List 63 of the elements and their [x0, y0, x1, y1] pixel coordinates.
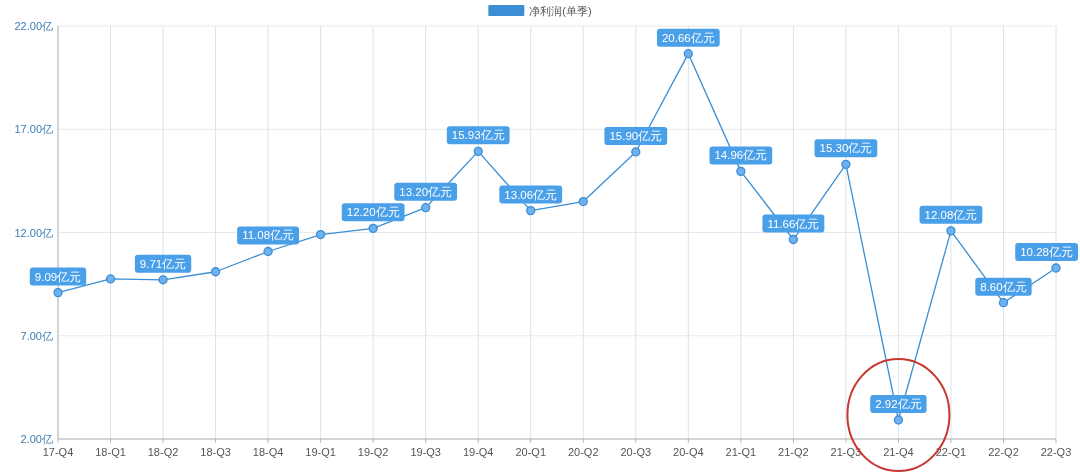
point	[315, 229, 326, 240]
x-tick-label: 22-Q3	[1040, 446, 1072, 458]
x-tick-label: 20-Q4	[673, 446, 704, 458]
x-tick-label: 19-Q2	[357, 446, 389, 458]
data-label: 12.20亿元	[346, 206, 400, 219]
y-tick-label: 12.00亿	[14, 226, 53, 239]
x-tick-label: 18-Q1	[95, 446, 126, 458]
x-tick-label: 18-Q4	[252, 446, 284, 458]
point	[631, 147, 641, 157]
data-label: 2.92亿元	[875, 398, 922, 410]
x-tick-label: 18-Q3	[200, 446, 231, 458]
x-tick-label: 22-Q1	[935, 446, 967, 458]
x-tick-label: 19-Q1	[305, 446, 336, 458]
data-label: 11.08亿元	[242, 229, 295, 242]
data-label: 20.66亿元	[661, 31, 715, 44]
y-tick-label: 22.00亿	[14, 20, 53, 32]
legend: 净利润(单季)	[488, 5, 592, 17]
x-tick-label: 19-Q3	[410, 446, 441, 458]
y-tick-label: 2.00亿	[20, 433, 53, 445]
x-tick-label: 20-Q3	[620, 446, 652, 458]
x-tick-label: 19-Q4	[462, 446, 494, 458]
point	[1051, 263, 1061, 273]
x-tick-label: 22-Q2	[988, 446, 1019, 458]
point	[998, 298, 1009, 308]
point	[210, 267, 221, 277]
legend-label: 净利润(单季)	[529, 5, 592, 17]
x-tick-label: 21-Q2	[778, 446, 809, 458]
data-label: 13.20亿元	[399, 185, 453, 198]
data-label: 9.71亿元	[139, 257, 187, 270]
data-label: 10.28亿元	[1020, 246, 1073, 259]
point	[736, 166, 746, 177]
data-label: 13.06亿元	[504, 188, 558, 201]
point	[683, 49, 693, 59]
point	[946, 226, 956, 236]
x-tick-label: 18-Q2	[147, 446, 179, 458]
point	[893, 415, 904, 425]
x-tick-label: 17-Q4	[42, 446, 74, 458]
x-tick-label: 20-Q1	[515, 446, 547, 458]
y-tick-label: 17.00亿	[14, 123, 53, 136]
point	[263, 246, 273, 257]
point	[473, 146, 483, 156]
point	[421, 203, 431, 213]
data-label: 11.66亿元	[767, 217, 820, 230]
data-label: 15.30亿元	[819, 142, 873, 155]
point	[841, 159, 851, 170]
point	[158, 275, 168, 285]
point	[53, 287, 63, 298]
data-label: 15.90亿元	[609, 129, 663, 142]
point	[788, 234, 799, 245]
x-tick-label: 21-Q3	[830, 446, 862, 458]
data-label: 9.09亿元	[34, 270, 82, 283]
y-tick-label: 7.00亿	[20, 329, 53, 342]
data-label: 12.08亿元	[924, 208, 978, 221]
x-tick-label: 21-Q4	[883, 446, 914, 458]
x-tick-label: 20-Q2	[567, 446, 599, 458]
point	[105, 274, 116, 284]
point	[526, 205, 536, 216]
point	[368, 223, 378, 234]
data-label: 14.96亿元	[714, 149, 768, 162]
x-tick-label: 21-Q1	[725, 446, 757, 458]
data-label: 8.60亿元	[980, 280, 1027, 293]
point	[578, 196, 588, 207]
data-label: 15.93亿元	[451, 129, 505, 142]
